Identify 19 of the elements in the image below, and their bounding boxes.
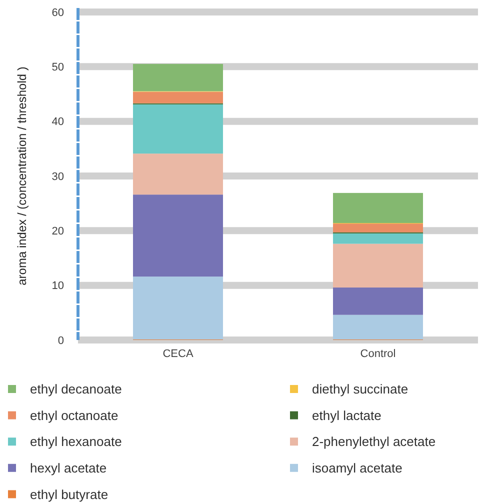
- legend-label: 2-phenylethyl acetate: [312, 434, 436, 450]
- legend-label: ethyl hexanoate: [30, 434, 122, 450]
- y-tick-label: 50: [52, 62, 64, 74]
- y-axis-title: aroma index / (concentration / threshold ): [15, 66, 29, 286]
- y-tick-label: 20: [52, 226, 64, 238]
- legend-label: isoamyl acetate: [312, 460, 402, 476]
- legend-label: ethyl lactate: [312, 408, 382, 423]
- legend-label: ethyl butyrate: [30, 486, 108, 502]
- y-tick-label: 60: [52, 6, 64, 19]
- y-tick-label: 10: [52, 280, 64, 292]
- legend-label: ethyl decanoate: [30, 382, 122, 397]
- legend-label: diethyl succinate: [312, 382, 408, 397]
- legend-label: ethyl octanoate: [30, 408, 118, 423]
- y-tick-label: 0: [58, 334, 64, 347]
- y-tick-label: 40: [52, 116, 64, 128]
- legend-label: hexyl acetate: [30, 460, 107, 476]
- x-tick-label: CECA: [162, 348, 194, 360]
- y-tick-label: 30: [52, 170, 64, 183]
- x-tick-label: Control: [360, 348, 396, 360]
